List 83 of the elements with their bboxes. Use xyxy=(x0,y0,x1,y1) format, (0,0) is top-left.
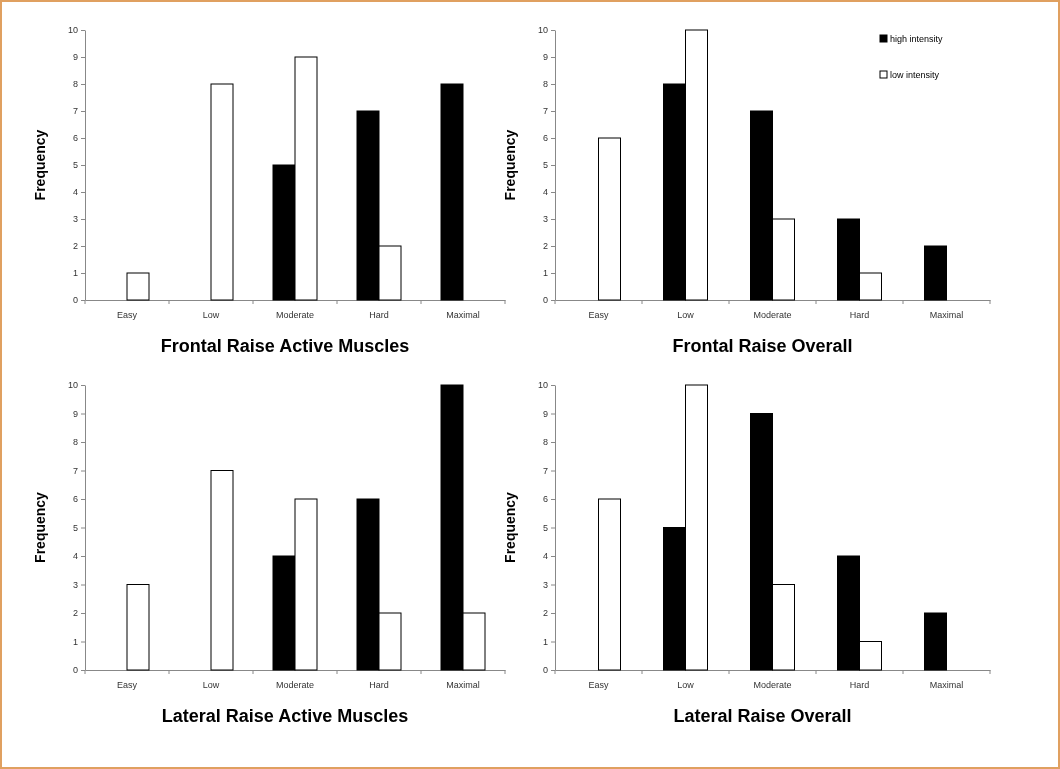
bar xyxy=(126,272,150,301)
bar xyxy=(440,83,464,301)
x-tick-label: Maximal xyxy=(446,310,480,321)
y-tick-label: 7 xyxy=(542,465,548,476)
y-tick-label: 5 xyxy=(542,522,548,533)
x-tick-label: Hard xyxy=(369,310,389,321)
x-tick-label: Maximal xyxy=(929,680,964,691)
bar xyxy=(126,584,150,671)
x-tick-label: Maximal xyxy=(929,310,964,321)
x-tick-label: Easy xyxy=(116,310,138,321)
y-axis-title: Frequency xyxy=(502,491,518,563)
y-tick-label: 0 xyxy=(72,295,78,306)
y-tick-label: 3 xyxy=(542,214,548,225)
y-tick-label: 10 xyxy=(67,25,78,36)
y-tick-label: 8 xyxy=(72,79,78,90)
x-tick-label: Low xyxy=(202,310,220,321)
legend-label: low intensity xyxy=(890,70,940,80)
bar xyxy=(924,245,947,301)
y-tick-label: 10 xyxy=(537,380,548,391)
y-axis-title: Frequency xyxy=(502,129,518,201)
y-tick-label: 1 xyxy=(542,268,548,279)
text: Frontal Raise Active Muscles xyxy=(160,336,410,356)
bar xyxy=(210,470,234,671)
y-tick-label: 9 xyxy=(542,408,548,419)
y-axis-title: Frequency xyxy=(32,129,48,201)
y-tick-label: 9 xyxy=(542,52,548,63)
y-tick-label: 6 xyxy=(72,494,78,505)
y-tick-label: 2 xyxy=(72,241,78,252)
bar xyxy=(924,612,947,671)
y-tick-label: 10 xyxy=(537,25,548,36)
y-axis-title: Frequency xyxy=(32,491,48,563)
bar xyxy=(598,498,621,671)
y-tick-label: 7 xyxy=(72,465,78,476)
x-tick-label: Hard xyxy=(849,680,870,691)
x-tick-label: Low xyxy=(677,310,695,321)
bar xyxy=(598,137,621,301)
x-tick-label: Easy xyxy=(588,680,609,691)
x-tick-label: Moderate xyxy=(275,680,315,691)
y-tick-label: 4 xyxy=(542,551,548,562)
y-tick-label: 3 xyxy=(542,579,548,590)
y-tick-label: 1 xyxy=(72,268,78,279)
x-tick-label: Easy xyxy=(116,680,138,691)
y-tick-label: 9 xyxy=(72,52,78,63)
y-tick-label: 2 xyxy=(542,608,548,619)
y-tick-label: 1 xyxy=(542,636,548,647)
y-tick-label: 8 xyxy=(542,79,548,90)
y-tick-label: 4 xyxy=(542,187,548,198)
x-tick-label: Low xyxy=(677,680,695,691)
y-tick-label: 3 xyxy=(72,214,78,225)
y-tick-label: 3 xyxy=(72,579,78,590)
y-tick-label: 6 xyxy=(542,133,548,144)
y-tick-label: 0 xyxy=(542,665,548,676)
x-tick-label: Hard xyxy=(369,680,389,691)
text: Lateral Raise Active Muscles xyxy=(161,706,409,726)
y-tick-label: 4 xyxy=(72,187,78,198)
y-tick-label: 5 xyxy=(542,160,548,171)
y-tick-label: 6 xyxy=(542,494,548,505)
y-tick-label: 8 xyxy=(542,437,548,448)
x-tick-label: Moderate xyxy=(753,680,792,691)
y-tick-label: 2 xyxy=(542,241,548,252)
y-tick-label: 7 xyxy=(72,106,78,117)
x-tick-label: Low xyxy=(202,680,220,691)
y-tick-label: 8 xyxy=(72,437,78,448)
y-tick-label: 1 xyxy=(72,636,78,647)
x-tick-label: Maximal xyxy=(446,680,480,691)
y-tick-label: 10 xyxy=(67,380,78,391)
x-tick-label: Hard xyxy=(849,310,870,321)
y-tick-label: 0 xyxy=(542,295,548,306)
bar xyxy=(210,83,234,301)
x-tick-label: Easy xyxy=(588,310,609,321)
y-tick-label: 7 xyxy=(542,106,548,117)
y-tick-label: 5 xyxy=(72,522,78,533)
y-tick-label: 6 xyxy=(72,133,78,144)
text: Lateral Raise Overall xyxy=(673,706,852,726)
y-tick-label: 9 xyxy=(72,408,78,419)
y-tick-label: 0 xyxy=(72,665,78,676)
x-tick-label: Moderate xyxy=(753,310,792,321)
x-tick-label: Moderate xyxy=(275,310,315,321)
text: Frontal Raise Overall xyxy=(672,336,853,356)
y-tick-label: 2 xyxy=(72,608,78,619)
y-tick-label: 4 xyxy=(72,551,78,562)
y-tick-label: 5 xyxy=(72,160,78,171)
legend-label: high intensity xyxy=(890,34,944,44)
